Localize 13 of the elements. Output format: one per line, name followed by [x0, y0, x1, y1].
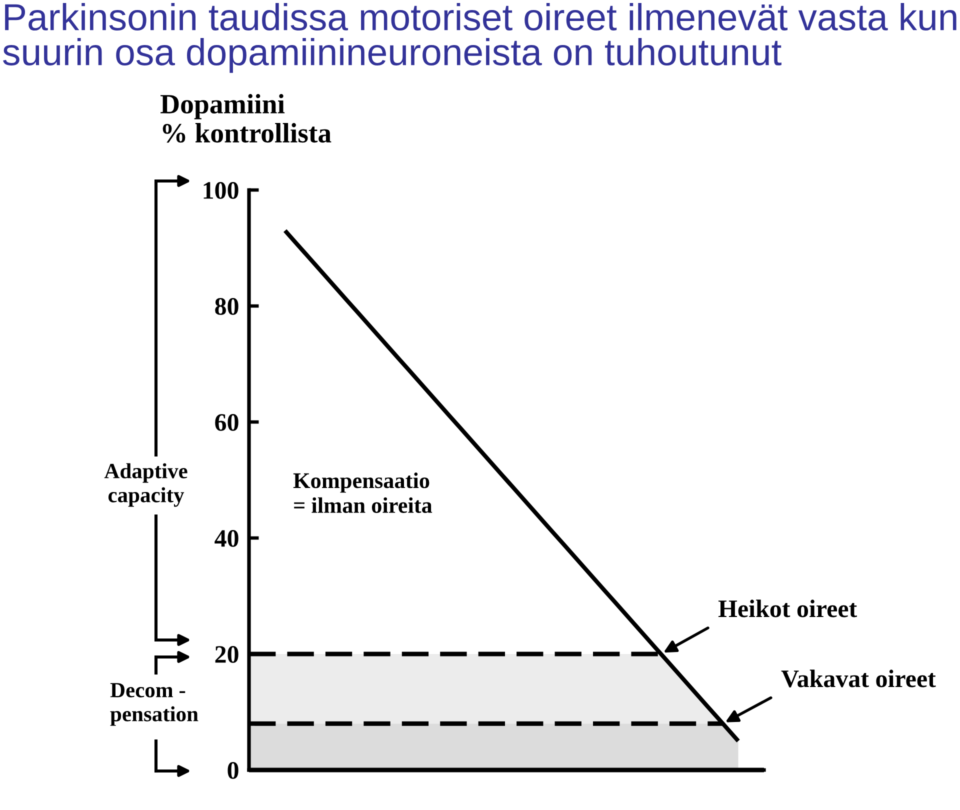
chart-title: Parkinsonin taudissa motoriset oireet ilmenevät vasta kun suurin osa dopamiinineuroneista on tuhoutunut [3, 3, 956, 73]
annotation: Heikot oireet [718, 600, 857, 618]
y-tick-label: 100 [204, 182, 238, 199]
y-tick-label: 60 [215, 414, 238, 431]
text: Vakavat oireet [781, 670, 936, 688]
text: Adaptive capacity [104, 463, 188, 507]
y-axis-title: Dopamiini % kontrollista [160, 94, 332, 143]
annotation: Kompensaatio = ilman oireita [293, 472, 432, 513]
text: Decom - pensation [110, 683, 198, 726]
y-tick-label: 20 [215, 646, 238, 663]
y-tick-label: 0 [228, 762, 238, 779]
y-tick-label: 40 [214, 530, 238, 547]
y-tick-label: 80 [215, 298, 238, 315]
